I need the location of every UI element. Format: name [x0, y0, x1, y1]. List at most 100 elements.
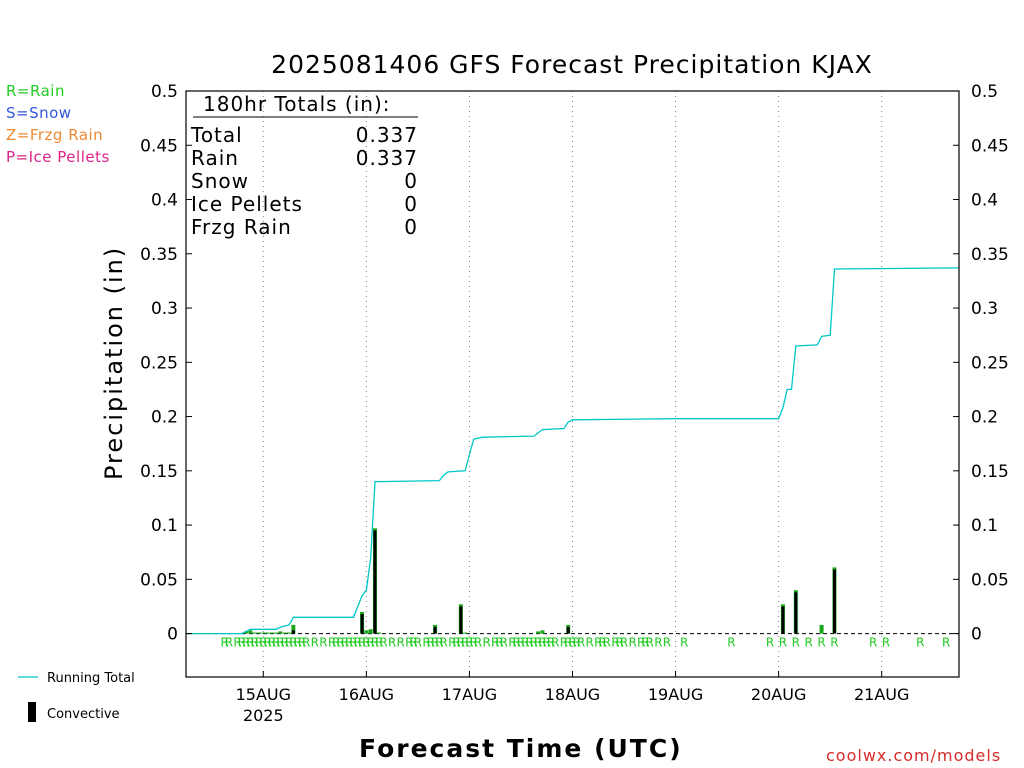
ptype-snow: S=Snow	[6, 104, 72, 122]
ptype-mark: R	[233, 636, 241, 650]
ptype-mark: R	[727, 636, 735, 650]
ptype-mark: R	[251, 636, 259, 650]
ptype-rain: R=Rain	[6, 82, 65, 100]
ptype-mark: R	[805, 636, 813, 650]
totals-row-value: 0	[404, 215, 418, 239]
ptype-mark: R	[586, 636, 594, 650]
ptype-mark: R	[817, 636, 825, 650]
ptype-mark: R	[470, 636, 478, 650]
ptype-mark: R	[371, 636, 379, 650]
totals-row-value: 0.337	[356, 123, 418, 147]
x-tick-label: 20AUG	[751, 685, 806, 704]
ptype-mark: R	[465, 636, 473, 650]
ptype-mark: R	[916, 636, 924, 650]
ptype-mark: R	[298, 636, 306, 650]
ptype-mark: R	[680, 636, 688, 650]
convective-bar	[373, 530, 377, 634]
totals-row-value: 0	[404, 192, 418, 216]
convective-bar	[794, 592, 798, 634]
ptype-mark: R	[882, 636, 890, 650]
ptype-mark: R	[341, 636, 349, 650]
totals-row-label: Frzg Rain	[191, 215, 292, 239]
ptype-mark: R	[495, 636, 503, 650]
precip-bar	[540, 630, 545, 634]
ptype-mark: R	[616, 636, 624, 650]
totals-header: 180hr Totals (in):	[203, 92, 391, 116]
ptype-mark: R	[766, 636, 774, 650]
y-tick-label-left: 0.15	[140, 462, 178, 482]
x-tick-label: 15AUG	[236, 685, 291, 704]
ptype-mark: R	[461, 636, 469, 650]
ptype-mark: R	[375, 636, 383, 650]
ptype-mark: R	[547, 636, 555, 650]
ptype-mark: R	[397, 636, 405, 650]
ptype-frzg-rain: Z=Frzg Rain	[6, 126, 104, 144]
ptype-mark: R	[336, 636, 344, 650]
ptype-mark: R	[551, 636, 559, 650]
ptype-mark: R	[259, 636, 267, 650]
ptype-mark: R	[538, 636, 546, 650]
ptype-ice-pellets: P=Ice Pellets	[6, 148, 110, 166]
ptype-mark: R	[276, 636, 284, 650]
ptype-mark: R	[508, 636, 516, 650]
y-tick-label-left: 0.25	[140, 353, 178, 373]
ptype-mark: R	[448, 636, 456, 650]
totals-row-value: 0.337	[356, 146, 418, 170]
ptype-mark: R	[646, 636, 654, 650]
ptype-mark: R	[302, 636, 310, 650]
precip-bar	[265, 632, 270, 634]
ptype-mark: R	[500, 636, 508, 650]
ptype-mark: R	[414, 636, 422, 650]
legend: Running Total Convective	[18, 671, 135, 722]
plot-frame	[185, 90, 960, 678]
y-ticks-left: 0 0.05 0.1 0.15 0.2 0.25 0.3 0.35 0.4 0.45 0.5	[140, 82, 192, 645]
ptype-mark: R	[573, 636, 581, 650]
ptype-mark: R	[560, 636, 568, 650]
ptype-mark: R	[272, 636, 280, 650]
ptype-mark: R	[637, 636, 645, 650]
x-tick-label: 19AUG	[648, 685, 703, 704]
precip-bar	[364, 630, 369, 634]
legend-running-total-label: Running Total	[47, 671, 135, 686]
ptype-mark: R	[457, 636, 465, 650]
precip-bar	[257, 632, 262, 634]
ptype-mark: R	[242, 636, 250, 650]
precip-bar	[287, 632, 292, 634]
x-tick-label: 18AUG	[545, 685, 600, 704]
precip-bar	[244, 631, 249, 634]
ptype-mark: R	[388, 636, 396, 650]
ptype-mark: R	[319, 636, 327, 650]
precip-bar	[463, 632, 468, 634]
ptype-mark: R	[534, 636, 542, 650]
ptype-mark: R	[654, 636, 662, 650]
convective-bar	[566, 627, 570, 634]
ptype-mark: R	[246, 636, 254, 650]
convective-bar	[360, 614, 364, 634]
ptype-mark: R	[641, 636, 649, 650]
ptype-mark: R	[568, 636, 576, 650]
grid-lines	[262, 91, 883, 677]
precip-bar	[278, 631, 283, 634]
ptype-mark: R	[289, 636, 297, 650]
ptype-mark: R	[427, 636, 435, 650]
ptype-mark: R	[422, 636, 430, 650]
ptype-mark: R	[543, 636, 551, 650]
legend-convective-swatch	[28, 702, 36, 722]
ptype-mark: R	[491, 636, 499, 650]
y-tick-label-right: 0.3	[971, 299, 998, 319]
ptype-mark: R	[530, 636, 538, 650]
ptype-mark: R	[328, 636, 336, 650]
precip-bar	[248, 630, 253, 634]
ptype-mark: R	[869, 636, 877, 650]
convective-bar	[781, 606, 785, 634]
ptype-mark: R	[452, 636, 460, 650]
credit-text: coolwx.com/models	[826, 746, 1002, 765]
precip-bar	[377, 632, 382, 634]
y-tick-label-left: 0.1	[151, 516, 178, 536]
ptype-mark: R	[435, 636, 443, 650]
ptype-mark: R	[263, 636, 271, 650]
y-tick-label-right: 0.15	[971, 462, 1009, 482]
totals-row-label: Total	[190, 123, 243, 147]
precip-bar	[819, 624, 824, 634]
